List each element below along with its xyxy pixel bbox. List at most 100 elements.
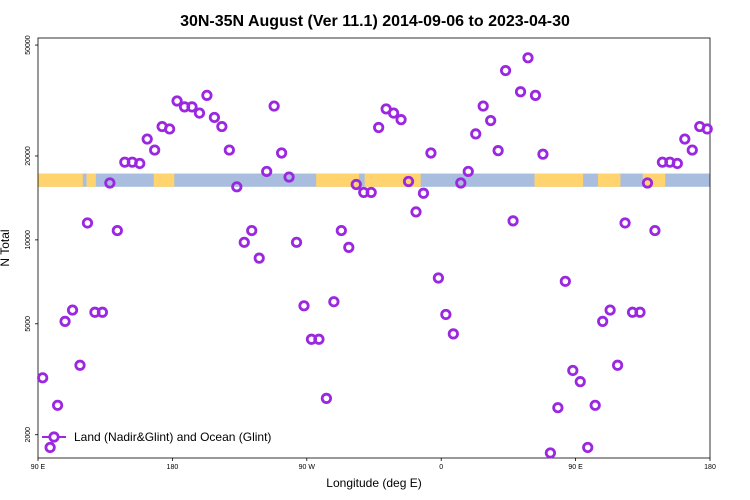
data-point <box>261 165 273 178</box>
data-point <box>201 89 213 101</box>
x-tick-label: 90 W <box>299 464 316 471</box>
x-tick-label: 90 E <box>568 464 583 471</box>
y-tick-label: 50000 <box>25 35 32 55</box>
plot-frame <box>37 37 711 459</box>
data-point <box>320 392 332 404</box>
data-point <box>485 114 497 127</box>
data-point <box>477 100 489 112</box>
data-point <box>395 114 407 126</box>
data-point <box>544 447 557 459</box>
data-point <box>514 86 527 98</box>
data-point <box>432 272 444 284</box>
data-point <box>679 133 691 145</box>
data-point <box>649 224 661 237</box>
data-point <box>417 187 430 199</box>
land-segment <box>38 173 83 187</box>
y-tick-label: 10000 <box>25 230 32 250</box>
data-point <box>701 123 713 135</box>
legend-label: Land (Nadir&Glint) and Ocean (Glint) <box>74 430 271 444</box>
data-point <box>246 224 258 237</box>
data-point <box>343 241 355 253</box>
data-point <box>149 144 161 156</box>
land-segment <box>598 173 621 187</box>
data-point <box>164 123 176 135</box>
legend-marker <box>48 431 60 443</box>
data-point <box>440 308 452 321</box>
land-segment <box>316 173 360 187</box>
y-tick-label: 2000 <box>25 427 32 443</box>
data-point <box>537 148 549 160</box>
data-point <box>81 217 94 229</box>
x-tick-label: 90 E <box>31 464 46 471</box>
land-segment <box>86 173 96 187</box>
data-point <box>365 186 377 199</box>
x-tick-label: 0 <box>439 464 443 471</box>
data-point <box>589 399 601 411</box>
y-axis: 2000 5000 10000 20000 50000 <box>25 35 38 443</box>
x-axis: 90 E 180 90 W 0 90 E 180 <box>31 458 716 471</box>
data-point <box>231 181 243 193</box>
data-point <box>313 333 325 345</box>
data-point <box>335 224 347 237</box>
data-point <box>559 275 571 287</box>
data-point <box>298 300 310 312</box>
data-point <box>492 145 504 157</box>
data-point <box>387 107 400 119</box>
data-point <box>425 147 437 159</box>
data-point <box>193 107 206 119</box>
data-point <box>208 111 220 124</box>
data-point <box>529 89 542 101</box>
x-tick-label: 180 <box>704 464 716 471</box>
data-point <box>37 372 49 384</box>
data-point <box>462 165 474 178</box>
data-point <box>597 315 609 327</box>
data-point <box>611 359 624 371</box>
legend: Land (Nadir&Glint) and Ocean (Glint) <box>42 430 271 444</box>
chart-title: 30N-35N August (Ver 11.1) 2014-09-06 to … <box>180 13 570 30</box>
x-axis-title: Longitude (deg E) <box>326 476 421 490</box>
data-point <box>134 157 146 170</box>
data-point <box>507 215 519 227</box>
data-point <box>59 315 71 327</box>
land-segment <box>153 173 175 187</box>
land-segment <box>642 173 666 187</box>
data-point <box>671 157 683 170</box>
y-tick-label: 5000 <box>25 316 32 332</box>
data-point <box>171 95 183 107</box>
data-point <box>253 252 265 264</box>
data-point <box>141 133 153 145</box>
data-point <box>104 177 116 189</box>
data-point <box>634 306 646 318</box>
data-point <box>402 175 415 188</box>
land-segment <box>534 173 584 187</box>
data-point <box>290 236 303 248</box>
data-point <box>470 128 482 140</box>
data-point <box>619 217 631 229</box>
y-axis-title: N Total <box>0 229 12 266</box>
data-point <box>111 224 123 237</box>
data-point <box>499 64 512 77</box>
data-point <box>574 376 586 388</box>
data-point <box>373 121 385 134</box>
data-point <box>283 171 295 183</box>
data-point <box>275 147 288 159</box>
data-point <box>604 304 616 316</box>
data-point <box>223 144 235 156</box>
y-tick-label: 20000 <box>25 146 32 166</box>
data-point <box>216 120 228 133</box>
data-point <box>44 441 56 454</box>
data-point <box>686 144 698 156</box>
land-ocean-band <box>38 173 710 187</box>
data-point <box>268 100 280 112</box>
data-point <box>552 402 564 414</box>
data-point <box>582 441 594 454</box>
x-tick-label: 180 <box>167 464 179 471</box>
data-point <box>410 206 422 218</box>
data-point <box>186 101 198 113</box>
data-point <box>51 399 64 411</box>
data-point <box>96 306 109 318</box>
data-point <box>641 177 654 189</box>
data-point <box>447 328 459 340</box>
data-points <box>37 52 713 459</box>
